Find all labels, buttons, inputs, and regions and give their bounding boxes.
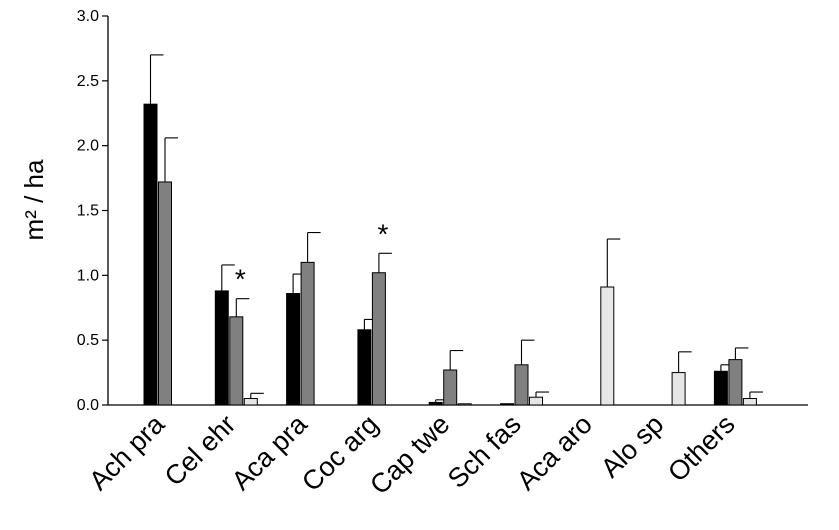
bar — [742, 398, 757, 406]
bar — [243, 398, 258, 406]
bar — [371, 272, 386, 406]
category-label: Cap twe — [364, 409, 455, 500]
bar — [500, 403, 514, 406]
y-tick-label: 0.0 — [77, 397, 99, 414]
bar — [514, 364, 529, 406]
y-tick-label: 2.0 — [77, 138, 99, 155]
bar — [443, 369, 458, 406]
bar — [671, 372, 686, 406]
bars — [143, 54, 763, 406]
category-label: Aca aro — [511, 409, 598, 496]
bar — [728, 359, 743, 406]
bar — [600, 286, 615, 406]
bar — [529, 396, 543, 406]
y-axis-title: m² / ha — [19, 159, 49, 240]
significance-marker: * — [377, 218, 388, 249]
category-label: Sch fas — [442, 409, 527, 494]
bar — [357, 329, 372, 406]
bar — [428, 401, 443, 406]
category-label: Alo sp — [595, 409, 669, 483]
bar — [229, 316, 244, 406]
category-label: Aca pra — [226, 408, 314, 496]
bar — [214, 290, 229, 406]
y-tick-label: 1.0 — [77, 267, 99, 284]
bar — [300, 261, 315, 406]
bar — [457, 403, 472, 406]
bar — [143, 103, 158, 406]
bar — [158, 181, 172, 406]
significance-marker: * — [235, 264, 246, 295]
bar — [286, 292, 301, 406]
category-label: Others — [662, 409, 741, 488]
category-label: Ach pra — [83, 408, 171, 496]
y-tick-label: 2.5 — [77, 73, 99, 90]
axes — [102, 15, 808, 406]
y-tick-label: 3.0 — [77, 8, 99, 25]
bar — [713, 370, 728, 406]
y-tick-label: 0.5 — [77, 332, 99, 349]
y-tick-label: 1.5 — [77, 203, 99, 220]
